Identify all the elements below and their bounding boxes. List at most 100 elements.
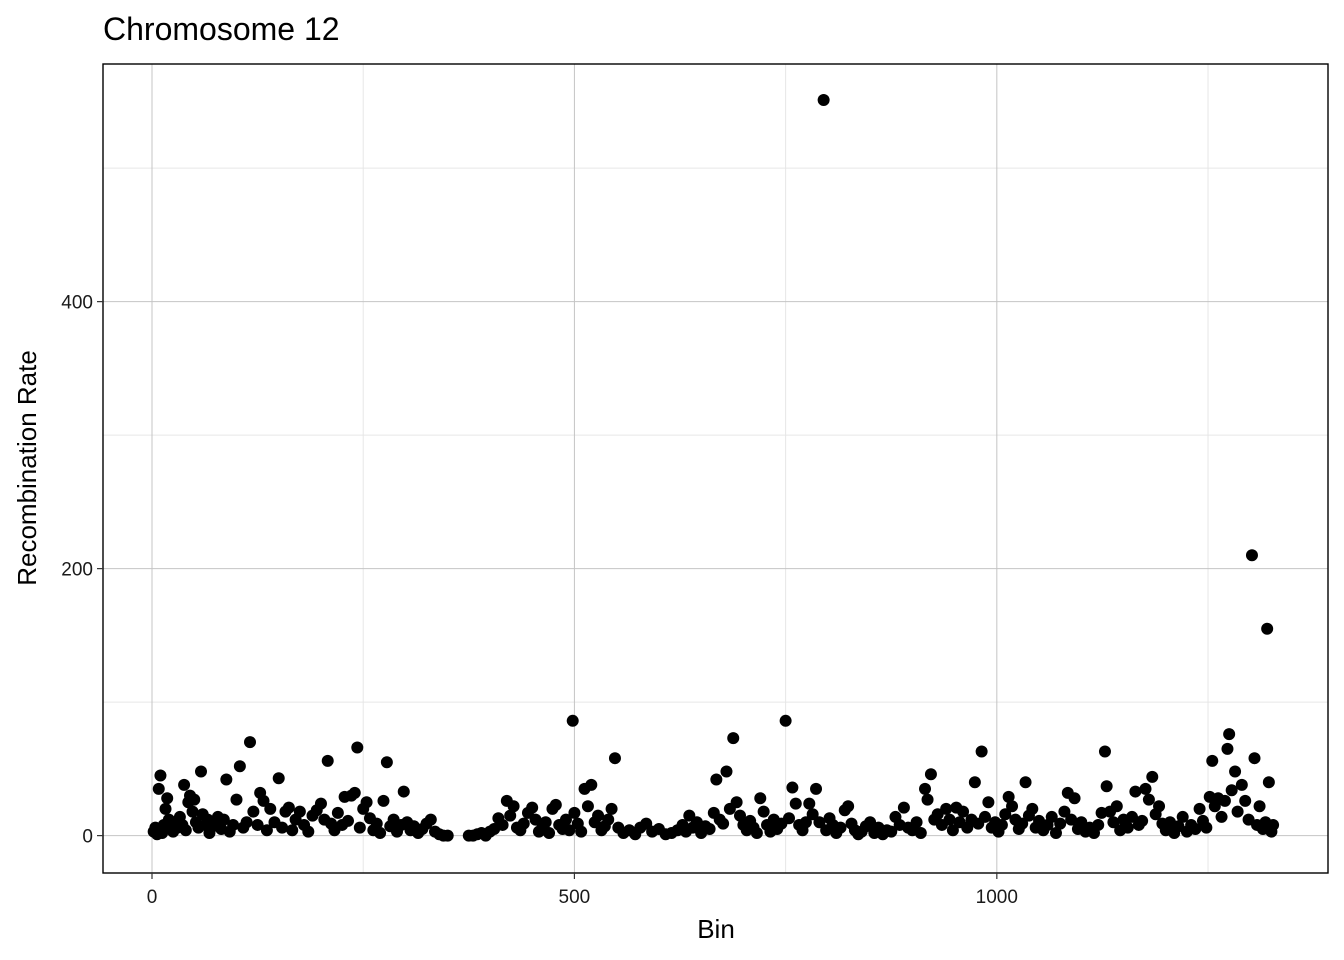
data-point xyxy=(230,793,243,806)
data-point xyxy=(1193,802,1206,815)
data-point xyxy=(940,802,953,815)
data-point xyxy=(968,776,981,789)
y-axis-title: Recombination Rate xyxy=(12,350,42,586)
data-point xyxy=(496,818,509,831)
data-points xyxy=(147,94,1280,842)
data-point xyxy=(885,825,898,838)
data-point xyxy=(1065,813,1078,826)
data-point xyxy=(1189,822,1202,835)
data-point xyxy=(186,805,199,818)
data-point xyxy=(975,745,988,758)
data-point xyxy=(608,752,621,765)
data-point xyxy=(348,786,361,799)
data-point xyxy=(1126,810,1138,823)
data-point xyxy=(1002,790,1015,803)
data-point xyxy=(1215,810,1228,823)
data-point xyxy=(370,817,383,830)
data-point xyxy=(1121,821,1134,834)
data-point xyxy=(943,813,956,826)
data-point xyxy=(1068,792,1081,805)
data-point xyxy=(257,794,270,807)
data-point xyxy=(1225,784,1238,797)
data-point xyxy=(1239,794,1252,807)
data-point xyxy=(264,802,277,815)
data-point xyxy=(897,801,910,814)
y-axis: 0 200 400 xyxy=(61,293,103,848)
y-tick-label: 200 xyxy=(61,560,93,581)
data-point xyxy=(539,816,552,829)
data-point xyxy=(1176,810,1189,823)
data-point xyxy=(1262,776,1275,789)
data-point xyxy=(195,765,207,778)
gridlines xyxy=(103,64,1328,873)
data-point xyxy=(152,782,165,795)
data-point xyxy=(605,802,618,815)
data-point xyxy=(1146,770,1159,783)
data-point xyxy=(351,741,364,754)
data-point xyxy=(1049,826,1062,839)
data-point xyxy=(834,821,847,834)
data-point xyxy=(720,765,733,778)
data-point xyxy=(397,785,410,798)
x-tick-label: 1000 xyxy=(976,887,1018,908)
data-point xyxy=(220,773,233,786)
x-tick-label: 0 xyxy=(147,887,158,908)
data-point xyxy=(282,801,295,814)
data-point xyxy=(982,796,995,809)
data-point xyxy=(786,781,799,794)
y-tick-label: 0 xyxy=(82,827,93,848)
data-point xyxy=(178,778,191,791)
data-point xyxy=(227,818,240,831)
data-point xyxy=(1019,776,1032,789)
data-point xyxy=(592,809,605,822)
data-point xyxy=(1110,800,1123,813)
data-point xyxy=(566,714,579,727)
data-point xyxy=(217,813,230,826)
data-point xyxy=(1231,805,1244,818)
data-point xyxy=(924,768,937,781)
data-point xyxy=(321,754,334,767)
data-point xyxy=(1218,794,1231,807)
data-point xyxy=(1045,810,1058,823)
data-point xyxy=(260,824,273,837)
data-point xyxy=(247,805,260,818)
data-point xyxy=(276,821,289,834)
data-point xyxy=(710,773,723,786)
data-point xyxy=(441,829,454,842)
data-point xyxy=(995,818,1008,831)
data-point xyxy=(154,769,167,782)
data-point xyxy=(750,826,763,839)
data-point xyxy=(575,825,588,838)
data-point xyxy=(757,805,770,818)
data-point xyxy=(1248,752,1261,765)
data-point xyxy=(946,824,959,837)
data-point xyxy=(810,782,823,795)
data-point xyxy=(914,826,927,839)
data-point xyxy=(1229,765,1242,778)
data-point xyxy=(159,802,172,815)
data-point xyxy=(979,810,991,823)
data-point xyxy=(377,794,390,807)
data-point xyxy=(286,824,299,837)
data-point xyxy=(188,793,201,806)
data-point xyxy=(1136,814,1149,827)
data-point xyxy=(1054,817,1067,830)
plot-panel xyxy=(102,63,1329,874)
data-point xyxy=(1153,800,1166,813)
data-point xyxy=(703,822,716,835)
data-point xyxy=(353,821,366,834)
data-point xyxy=(585,778,598,791)
data-point xyxy=(1098,745,1111,758)
data-point xyxy=(240,816,253,829)
data-point xyxy=(602,813,615,826)
data-point xyxy=(734,809,746,822)
data-point xyxy=(1139,782,1152,795)
data-point xyxy=(921,793,934,806)
data-point xyxy=(302,825,315,838)
data-point xyxy=(783,812,795,825)
data-point xyxy=(842,800,855,813)
x-axis-title: Bin xyxy=(697,914,735,944)
data-point xyxy=(779,714,792,727)
data-point xyxy=(380,756,393,769)
